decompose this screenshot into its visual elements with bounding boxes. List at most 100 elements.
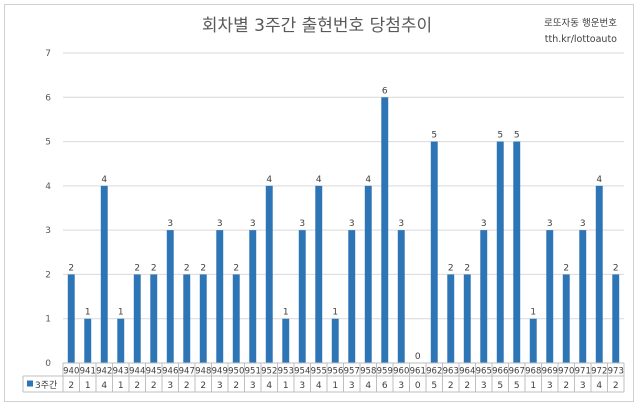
data-label: 2 xyxy=(151,263,157,273)
data-label: 2 xyxy=(184,263,190,273)
data-label: 3 xyxy=(167,219,173,229)
x-category-label: 957 xyxy=(344,367,360,377)
data-label: 3 xyxy=(250,219,256,229)
table-value: 2 xyxy=(184,381,190,391)
bar xyxy=(84,318,92,363)
y-tick-label: 2 xyxy=(45,270,51,280)
bar xyxy=(133,274,141,363)
data-label: 2 xyxy=(563,263,569,273)
bar xyxy=(100,185,108,363)
data-label: 2 xyxy=(613,263,619,273)
data-label: 5 xyxy=(431,131,437,141)
table-value: 2 xyxy=(151,381,157,391)
bar xyxy=(579,230,587,363)
bar xyxy=(331,318,339,363)
x-category-label: 946 xyxy=(162,367,178,377)
bar xyxy=(117,318,125,363)
data-table: 940 2 941 1 942 4 943 1 944 2 945 2 946 3 947 2 948 2 949 3… xyxy=(22,362,625,393)
data-label: 3 xyxy=(217,219,223,229)
table-value: 4 xyxy=(316,381,322,391)
legend-series-name: 3주간 xyxy=(35,380,57,391)
table-value: 3 xyxy=(580,381,586,391)
data-label: 2 xyxy=(448,263,454,273)
x-category-label: 959 xyxy=(377,367,393,377)
bar xyxy=(480,230,488,363)
x-category-label: 956 xyxy=(327,367,343,377)
table-value: 4 xyxy=(266,381,272,391)
x-category-label: 961 xyxy=(410,367,426,377)
table-value: 1 xyxy=(283,381,289,391)
data-label: 1 xyxy=(332,308,338,318)
data-label: 2 xyxy=(134,263,140,273)
x-category-label: 944 xyxy=(129,367,145,377)
table-value: 2 xyxy=(613,381,619,391)
table-value: 5 xyxy=(514,381,520,391)
x-category-label: 948 xyxy=(195,367,211,377)
bar xyxy=(232,274,240,363)
bar xyxy=(562,274,570,363)
bar xyxy=(166,230,174,363)
y-tick-label: 1 xyxy=(45,315,51,325)
table-value: 6 xyxy=(382,381,388,391)
bar xyxy=(513,141,521,363)
x-category-label: 941 xyxy=(80,367,96,377)
data-label: 5 xyxy=(514,131,520,141)
table-value: 2 xyxy=(200,381,206,391)
table-value: 3 xyxy=(167,381,173,391)
gridlines xyxy=(63,52,624,364)
data-label: 5 xyxy=(497,131,503,141)
bar xyxy=(612,274,620,363)
bar xyxy=(496,141,504,363)
bar xyxy=(249,230,257,363)
table-value: 3 xyxy=(398,381,404,391)
table-value: 2 xyxy=(233,381,239,391)
data-label: 4 xyxy=(266,175,272,185)
x-category-label: 963 xyxy=(443,367,459,377)
x-category-label: 964 xyxy=(459,367,475,377)
table-value: 4 xyxy=(101,381,107,391)
x-category-label: 968 xyxy=(525,367,541,377)
data-label: 2 xyxy=(233,263,239,273)
table-value: 3 xyxy=(250,381,256,391)
data-label: 2 xyxy=(464,263,470,273)
bar xyxy=(463,274,471,363)
data-label: 3 xyxy=(481,219,487,229)
bar xyxy=(430,141,438,363)
table-value: 1 xyxy=(118,381,124,391)
bar xyxy=(348,230,356,363)
x-category-label: 958 xyxy=(360,367,376,377)
data-label: 0 xyxy=(415,352,421,362)
x-category-label: 966 xyxy=(492,367,508,377)
data-label: 1 xyxy=(85,308,91,318)
x-category-label: 970 xyxy=(558,367,574,377)
data-label: 3 xyxy=(299,219,305,229)
x-category-label: 945 xyxy=(146,367,162,377)
x-category-label: 967 xyxy=(509,367,525,377)
x-category-label: 965 xyxy=(476,367,492,377)
table-value: 5 xyxy=(431,381,437,391)
bar xyxy=(381,97,389,364)
data-label: 1 xyxy=(530,308,536,318)
watermark-line-2: tth.kr/lottoauto xyxy=(545,34,617,45)
x-category-label: 972 xyxy=(591,367,607,377)
table-value: 4 xyxy=(596,381,602,391)
x-category-label: 940 xyxy=(63,367,79,377)
chart-title: 회차별 3주간 출현번호 당첨추이 xyxy=(202,16,432,36)
watermark-line-1: 로또자동 행운번호 xyxy=(544,17,617,29)
data-label: 3 xyxy=(547,219,553,229)
table-value: 3 xyxy=(299,381,305,391)
x-category-label: 952 xyxy=(261,367,277,377)
table-value: 2 xyxy=(134,381,140,391)
data-label: 2 xyxy=(200,263,206,273)
data-label: 3 xyxy=(349,219,355,229)
table-value: 3 xyxy=(217,381,223,391)
bar xyxy=(529,318,537,363)
bar xyxy=(150,274,158,363)
x-category-label: 950 xyxy=(228,367,244,377)
bar xyxy=(397,230,405,363)
x-category-label: 955 xyxy=(311,367,327,377)
table-value: 2 xyxy=(464,381,470,391)
bar xyxy=(595,185,603,363)
data-label: 4 xyxy=(101,175,107,185)
table-value: 2 xyxy=(563,381,569,391)
